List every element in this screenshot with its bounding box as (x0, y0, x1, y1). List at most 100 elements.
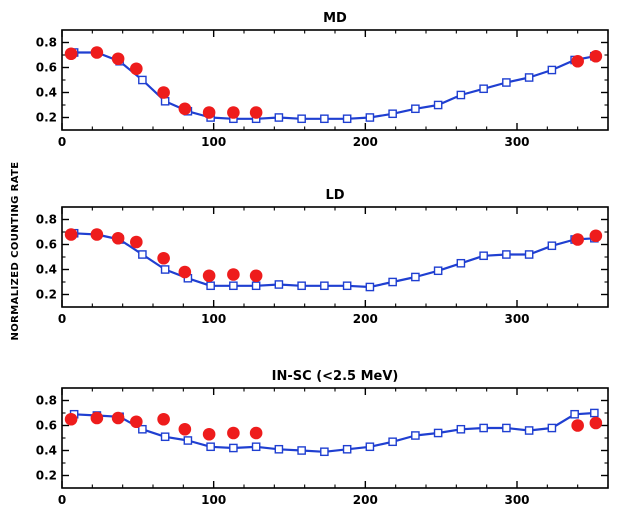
data-point-square (342, 114, 352, 124)
series-2 (64, 46, 603, 119)
data-point-circle (178, 422, 192, 436)
data-point-circle (202, 269, 216, 283)
data-point-circle (130, 415, 143, 429)
x-tick-label: 100 (201, 135, 226, 149)
data-point-circle (227, 106, 240, 119)
data-point-circle (178, 265, 192, 279)
data-point-circle (64, 228, 78, 241)
x-tick-label: 200 (353, 493, 378, 507)
data-point-circle (227, 426, 240, 440)
data-point-circle (571, 54, 584, 68)
panel-title: IN-SC (<2.5 MeV) (272, 369, 399, 384)
data-point-square (183, 436, 193, 445)
data-point-square (547, 65, 557, 75)
series-1 (69, 228, 599, 292)
x-tick-label: 0 (58, 493, 66, 507)
x-tick-label: 200 (353, 135, 378, 149)
data-point-square (456, 90, 466, 100)
data-point-circle (111, 52, 125, 66)
data-point-square (138, 75, 147, 85)
x-tick-label: 300 (504, 493, 529, 507)
data-point-square (411, 272, 420, 282)
data-point-square (365, 113, 375, 122)
data-point-square (365, 442, 375, 452)
chart-panel-2: LD 0 100 200 300 0.2 0.4 0.6 0.8 (36, 188, 609, 326)
y-tick-label: 0.2 (36, 111, 57, 125)
data-point-square (251, 442, 261, 452)
data-point-square (502, 250, 511, 259)
data-point-square (320, 447, 329, 457)
data-point-circle (130, 62, 143, 76)
data-point-square (502, 78, 511, 87)
data-point-circle (589, 49, 603, 63)
data-point-square (456, 424, 466, 434)
data-point-square (274, 280, 284, 289)
data-point-circle (249, 426, 263, 440)
series-1 (69, 408, 599, 457)
data-point-square (547, 241, 557, 251)
data-point-circle (157, 251, 170, 265)
data-point-square (138, 424, 147, 434)
x-tick-label: 300 (504, 312, 529, 326)
data-point-square (365, 282, 375, 292)
data-point-square (342, 281, 352, 291)
x-tick-label: 100 (201, 493, 226, 507)
data-point-circle (178, 102, 192, 116)
data-point-square (479, 251, 488, 261)
data-point-square (433, 100, 443, 110)
data-point-square (138, 250, 147, 259)
x-tick-label: 0 (58, 135, 66, 149)
y-tick-label: 0.6 (36, 419, 57, 433)
data-point-circle (90, 46, 104, 59)
data-point-square (160, 432, 170, 442)
data-point-square (524, 250, 534, 259)
data-point-circle (202, 106, 216, 119)
data-point-circle (571, 419, 584, 432)
data-point-square (320, 281, 329, 291)
x-tick-label: 200 (353, 312, 378, 326)
y-tick-label: 0.2 (36, 469, 57, 483)
data-point-square (388, 437, 397, 447)
data-point-circle (249, 106, 263, 119)
data-point-square (388, 277, 397, 287)
y-axis-label: NORMALIZED COUNTING RATE (10, 161, 21, 340)
data-point-square (206, 442, 215, 452)
data-point-square (274, 444, 284, 454)
data-point-circle (64, 412, 78, 426)
y-tick-label: 0.8 (36, 394, 57, 408)
data-point-square (297, 114, 306, 124)
data-point-square (590, 408, 599, 418)
data-point-circle (111, 411, 125, 425)
y-tick-label: 0.2 (36, 288, 57, 302)
y-tick-label: 0.4 (36, 444, 57, 458)
data-point-circle (90, 411, 104, 425)
y-tick-label: 0.8 (36, 213, 57, 227)
series-line (74, 411, 595, 453)
data-point-circle (589, 229, 603, 243)
series-2 (64, 228, 603, 283)
data-point-square (274, 113, 284, 122)
data-point-square (160, 265, 170, 274)
data-point-square (524, 426, 534, 435)
data-point-square (160, 96, 170, 106)
data-point-square (297, 446, 306, 455)
data-point-square (524, 73, 534, 82)
series-line (74, 232, 595, 289)
data-point-square (411, 104, 420, 114)
series-1 (69, 48, 599, 124)
y-tick-label: 0.4 (36, 263, 57, 277)
data-point-square (479, 84, 488, 94)
data-point-circle (571, 233, 584, 246)
data-point-square (411, 431, 420, 440)
data-point-circle (227, 268, 240, 281)
data-point-square (433, 266, 443, 276)
data-point-square (229, 281, 238, 291)
data-point-circle (157, 412, 170, 426)
data-point-square (342, 444, 352, 454)
data-point-square (229, 443, 238, 453)
y-tick-label: 0.6 (36, 238, 57, 252)
data-point-square (479, 423, 488, 433)
data-point-square (320, 114, 329, 124)
chart-panel-1: MD 0 100 200 300 0.2 0.4 0.6 0.8 (36, 11, 609, 149)
data-point-square (456, 258, 466, 268)
